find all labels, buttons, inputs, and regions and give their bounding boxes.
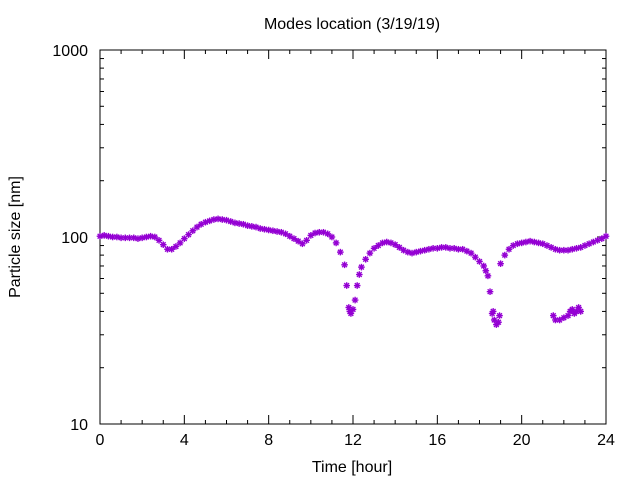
data-point — [434, 245, 441, 252]
data-point — [155, 237, 163, 244]
plot-frame — [99, 49, 607, 425]
data-point — [495, 318, 502, 326]
data-point — [96, 232, 104, 240]
data-point — [202, 218, 209, 226]
data-point — [341, 261, 348, 269]
data-point — [425, 245, 433, 253]
data-point — [100, 232, 108, 239]
data-point — [269, 227, 277, 235]
data-points — [96, 215, 610, 328]
chart-title: Modes location (3/19/19) — [264, 16, 440, 33]
data-point — [109, 233, 116, 241]
data-point — [549, 312, 557, 319]
data-point — [471, 253, 479, 261]
y-tick-label: 10 — [70, 417, 88, 434]
data-point — [482, 267, 490, 275]
axis-tick-labels: 0 4 8 12 16 20 24 10 100 1000 — [52, 43, 615, 449]
data-point — [383, 238, 391, 246]
data-point — [168, 245, 175, 253]
data-point — [370, 245, 378, 252]
x-tick-label: 20 — [513, 432, 531, 449]
data-point — [193, 223, 201, 231]
data-point — [379, 239, 386, 247]
data-point — [577, 308, 584, 315]
x-axis-label: Time [hour] — [312, 459, 392, 476]
axis-ticks — [99, 49, 607, 425]
data-point — [185, 231, 192, 238]
data-point — [522, 238, 530, 246]
data-point — [159, 241, 167, 248]
data-point — [176, 239, 184, 247]
data-point — [349, 306, 357, 313]
y-axis-label: Particle size [nm] — [7, 176, 24, 298]
data-point — [351, 296, 359, 304]
x-tick-label: 4 — [180, 432, 189, 449]
data-point — [332, 239, 340, 247]
data-point — [151, 233, 159, 241]
data-point — [552, 245, 559, 253]
data-point — [556, 316, 563, 324]
data-point — [396, 244, 403, 251]
data-point — [138, 234, 146, 242]
data-point — [130, 234, 138, 242]
data-point — [265, 226, 272, 234]
data-point — [286, 232, 294, 240]
data-point — [143, 233, 150, 241]
data-point — [467, 249, 475, 257]
data-point — [535, 239, 542, 247]
data-point — [526, 237, 534, 245]
data-point — [514, 240, 521, 248]
data-point — [134, 235, 142, 242]
data-point — [362, 255, 369, 263]
x-tick-label: 0 — [96, 432, 105, 449]
data-point — [311, 229, 319, 237]
data-point — [261, 225, 268, 233]
data-point — [446, 245, 454, 252]
data-point — [181, 235, 188, 242]
data-point — [358, 263, 365, 271]
x-tick-label: 24 — [597, 432, 615, 449]
data-point — [147, 232, 154, 240]
y-tick-label: 1000 — [52, 43, 88, 60]
x-tick-label: 12 — [344, 432, 362, 449]
data-point — [337, 248, 344, 256]
data-point — [356, 271, 363, 278]
data-point — [484, 272, 492, 280]
data-point — [489, 308, 497, 315]
data-point — [328, 233, 336, 241]
data-point — [252, 223, 260, 231]
data-point — [343, 282, 350, 289]
data-point — [303, 237, 310, 244]
data-point — [324, 230, 331, 238]
data-point — [256, 225, 264, 232]
x-tick-label: 8 — [264, 432, 273, 449]
x-tick-label: 16 — [428, 432, 446, 449]
data-point — [598, 235, 606, 242]
y-tick-label: 100 — [61, 230, 88, 247]
data-point — [126, 234, 133, 242]
data-point — [497, 260, 504, 267]
data-point — [531, 238, 538, 246]
data-point — [501, 251, 509, 259]
data-point — [248, 223, 256, 230]
data-point — [244, 222, 251, 229]
data-point — [366, 249, 374, 257]
data-point — [273, 228, 281, 235]
data-point — [113, 233, 121, 241]
data-point — [564, 246, 572, 254]
data-point — [602, 232, 610, 240]
data-point — [486, 288, 494, 295]
data-point — [518, 239, 525, 247]
data-point — [455, 245, 462, 253]
data-point — [496, 312, 503, 319]
data-point — [353, 282, 361, 289]
data-point — [375, 242, 382, 249]
data-point — [476, 258, 483, 265]
data-point — [105, 232, 112, 240]
